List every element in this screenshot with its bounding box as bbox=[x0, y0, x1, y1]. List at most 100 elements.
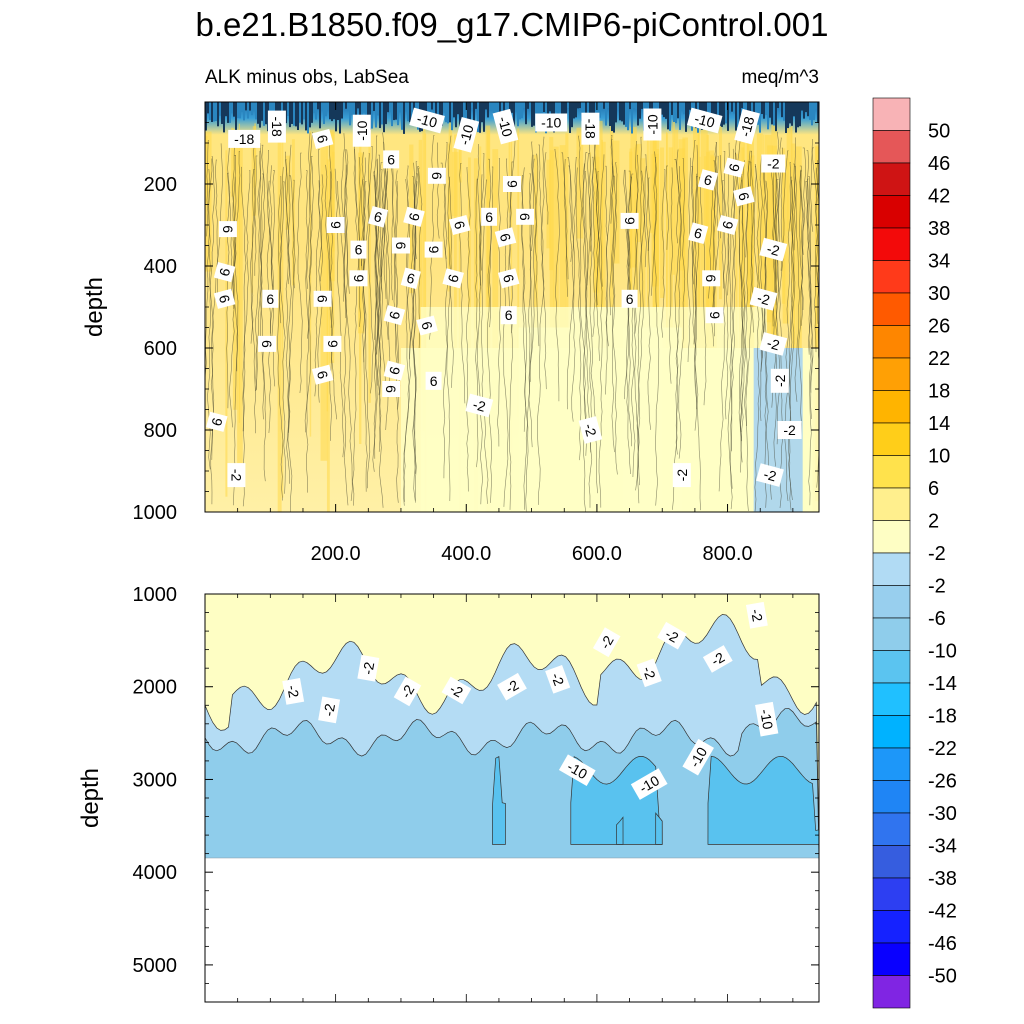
top-panel-ylabel: depth bbox=[81, 277, 108, 337]
contour-label-text: 6 bbox=[707, 311, 723, 319]
contour-label-text: 6 bbox=[315, 295, 331, 303]
contour-label-text: 6 bbox=[386, 365, 404, 377]
contour-label: 6 bbox=[392, 237, 410, 254]
colorbar-swatch bbox=[872, 422, 911, 456]
colorbar-label: -14 bbox=[928, 673, 957, 695]
contour-label: 6 bbox=[313, 290, 332, 307]
contour-label: 6 bbox=[400, 267, 421, 290]
contour-label: 6 bbox=[326, 217, 345, 233]
colorbar-swatch bbox=[872, 812, 911, 846]
contour-label-text: -2 bbox=[228, 469, 244, 482]
contour-label: -2 bbox=[227, 463, 246, 488]
colorbar-label: 2 bbox=[928, 511, 939, 533]
contour-label-text: 6 bbox=[386, 309, 404, 321]
contour-label: 6 bbox=[620, 212, 639, 229]
contour-label-text: -10 bbox=[415, 110, 439, 131]
contour-label: -10 bbox=[686, 107, 723, 134]
contour-label: -2 bbox=[759, 237, 788, 262]
contour-label: 6 bbox=[382, 381, 401, 397]
contour-label-text: -2 bbox=[359, 660, 377, 675]
contour-label: 6 bbox=[705, 307, 724, 324]
colorbar-label: 46 bbox=[928, 153, 950, 175]
contour-label-text: -2 bbox=[674, 469, 690, 482]
contour-label-text: -10 bbox=[757, 708, 776, 731]
colorbar-label: 10 bbox=[928, 446, 950, 468]
colorbar-swatch bbox=[872, 227, 911, 261]
colorbar-swatch bbox=[872, 780, 911, 814]
colorbar-label: -18 bbox=[928, 706, 957, 728]
contour-label: 6 bbox=[206, 411, 228, 432]
contour-label: -10 bbox=[535, 113, 568, 132]
contour-label-text: -10 bbox=[644, 114, 660, 134]
contour-label-text: 6 bbox=[405, 270, 417, 288]
contour-label: 6 bbox=[218, 221, 237, 238]
contour-label-text: -2 bbox=[765, 240, 781, 259]
contour-label: -10 bbox=[453, 117, 480, 153]
colorbar-swatch bbox=[872, 487, 911, 521]
y-tick-label: 4000 bbox=[133, 862, 178, 884]
colorbar-swatch bbox=[872, 390, 911, 424]
colorbar-swatch bbox=[872, 585, 911, 619]
contour-label: 6 bbox=[262, 289, 279, 308]
colorbar-swatch bbox=[872, 520, 911, 554]
colorbar-swatch bbox=[872, 650, 911, 684]
contour-label: 6 bbox=[350, 240, 367, 259]
contour-label-text: -2 bbox=[772, 374, 788, 387]
contour-label-text: 6 bbox=[451, 219, 469, 231]
contour-label: 6 bbox=[516, 208, 535, 225]
contour-label-text: -2 bbox=[765, 335, 781, 354]
y-tick-label: 2000 bbox=[133, 677, 178, 699]
contour-label-text: 6 bbox=[485, 209, 493, 225]
contour-label: 6 bbox=[311, 364, 334, 385]
contour-label-text: 6 bbox=[324, 340, 340, 348]
colorbar-swatch bbox=[872, 195, 911, 229]
contour-label-text: 6 bbox=[314, 369, 332, 381]
contour-label: 6 bbox=[425, 371, 442, 390]
contour-label: -2 bbox=[318, 696, 341, 724]
contour-label-text: -10 bbox=[541, 115, 561, 131]
contour-label: 6 bbox=[481, 207, 498, 226]
contour-label-text: 6 bbox=[405, 211, 423, 223]
contour-label-text: 6 bbox=[372, 208, 384, 226]
top-panel-ticks: 200 400 600 800 1000 200.0 400.0 600.0 800.0 bbox=[133, 102, 819, 565]
contour-label: 6 bbox=[688, 222, 709, 244]
contour-label-text: 6 bbox=[355, 242, 363, 258]
contour-label: 6 bbox=[416, 315, 438, 336]
contour-label: -2 bbox=[357, 654, 380, 682]
contour-label: -10 bbox=[492, 108, 519, 145]
contour-label-text: -2 bbox=[755, 289, 771, 308]
colorbar-label: 50 bbox=[928, 121, 950, 143]
contour-label-text: 6 bbox=[444, 272, 462, 284]
contour-label: 6 bbox=[697, 169, 719, 191]
bottom-panel-ticks: 1000 2000 3000 4000 5000 bbox=[133, 584, 819, 1002]
colorbar-label: -2 bbox=[928, 576, 946, 598]
y-tick-label: 400 bbox=[144, 256, 177, 278]
contour-label: 6 bbox=[349, 270, 368, 287]
contour-label: -10 bbox=[352, 114, 371, 147]
contour-label-text: -18 bbox=[269, 116, 285, 136]
contour-label: 6 bbox=[383, 150, 400, 169]
colorbar-swatch bbox=[872, 747, 911, 781]
contour-label-text: 6 bbox=[426, 245, 442, 253]
colorbar-label: 34 bbox=[928, 251, 950, 273]
contour-label-text: 6 bbox=[719, 219, 737, 231]
contour-label: 6 bbox=[442, 268, 464, 289]
contour-label: -18 bbox=[228, 129, 261, 148]
y-tick-label: 3000 bbox=[133, 769, 178, 791]
colorbar-swatch bbox=[872, 910, 911, 944]
colorbar-swatch bbox=[872, 715, 911, 749]
contour-label-text: -10 bbox=[354, 120, 370, 140]
contour-label: -2 bbox=[497, 672, 527, 701]
contour-label: -2 bbox=[745, 601, 768, 629]
contour-label-text: -18 bbox=[234, 131, 254, 147]
colorbar-swatch bbox=[872, 130, 911, 164]
colorbar-label: 38 bbox=[928, 218, 950, 240]
colorbar-label: -2 bbox=[928, 543, 946, 565]
contour-label-text: -18 bbox=[582, 119, 598, 139]
colorbar-label: 6 bbox=[928, 478, 939, 500]
colorbar-swatch bbox=[872, 682, 911, 716]
contour-label: 6 bbox=[500, 306, 517, 325]
colorbar-swatch bbox=[872, 455, 911, 489]
